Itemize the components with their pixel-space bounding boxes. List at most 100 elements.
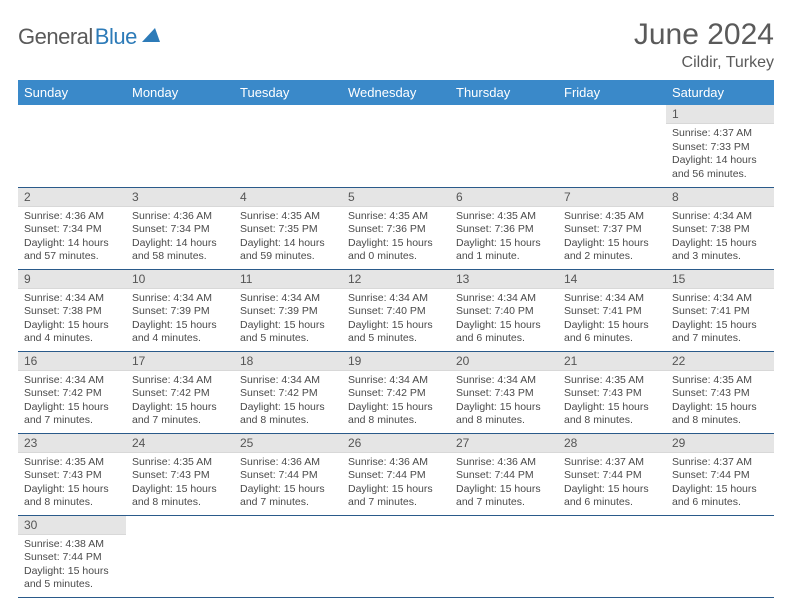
day-number: 4 <box>234 188 342 207</box>
day-number: 22 <box>666 352 774 371</box>
daylight-line: Daylight: 14 hours and 56 minutes. <box>672 154 768 181</box>
sunset-line: Sunset: 7:39 PM <box>240 305 336 319</box>
calendar-cell: 26Sunrise: 4:36 AMSunset: 7:44 PMDayligh… <box>342 433 450 515</box>
day-number: 21 <box>558 352 666 371</box>
calendar-cell-empty <box>126 105 234 187</box>
day-body: Sunrise: 4:35 AMSunset: 7:36 PMDaylight:… <box>450 207 558 269</box>
month-title: June 2024 <box>634 18 774 52</box>
daylight-line: Daylight: 15 hours and 8 minutes. <box>348 401 444 428</box>
calendar-cell: 6Sunrise: 4:35 AMSunset: 7:36 PMDaylight… <box>450 187 558 269</box>
daylight-line: Daylight: 15 hours and 7 minutes. <box>348 483 444 510</box>
location: Cildir, Turkey <box>634 54 774 72</box>
day-body: Sunrise: 4:34 AMSunset: 7:40 PMDaylight:… <box>342 289 450 351</box>
day-body: Sunrise: 4:38 AMSunset: 7:44 PMDaylight:… <box>18 535 126 597</box>
daylight-line: Daylight: 15 hours and 5 minutes. <box>24 565 120 592</box>
day-body: Sunrise: 4:37 AMSunset: 7:33 PMDaylight:… <box>666 124 774 186</box>
daylight-line: Daylight: 15 hours and 6 minutes. <box>456 319 552 346</box>
calendar-cell: 11Sunrise: 4:34 AMSunset: 7:39 PMDayligh… <box>234 269 342 351</box>
day-header: Monday <box>126 80 234 105</box>
calendar-cell-empty <box>234 105 342 187</box>
calendar-cell: 21Sunrise: 4:35 AMSunset: 7:43 PMDayligh… <box>558 351 666 433</box>
day-number: 28 <box>558 434 666 453</box>
day-body: Sunrise: 4:35 AMSunset: 7:36 PMDaylight:… <box>342 207 450 269</box>
calendar-cell: 19Sunrise: 4:34 AMSunset: 7:42 PMDayligh… <box>342 351 450 433</box>
calendar-cell: 23Sunrise: 4:35 AMSunset: 7:43 PMDayligh… <box>18 433 126 515</box>
calendar-cell: 7Sunrise: 4:35 AMSunset: 7:37 PMDaylight… <box>558 187 666 269</box>
daylight-line: Daylight: 15 hours and 6 minutes. <box>672 483 768 510</box>
sunrise-line: Sunrise: 4:34 AM <box>132 292 228 306</box>
sunset-line: Sunset: 7:44 PM <box>240 469 336 483</box>
calendar-cell-empty <box>342 515 450 597</box>
day-body: Sunrise: 4:34 AMSunset: 7:42 PMDaylight:… <box>126 371 234 433</box>
sunrise-line: Sunrise: 4:38 AM <box>24 538 120 552</box>
daylight-line: Daylight: 15 hours and 3 minutes. <box>672 237 768 264</box>
day-number: 25 <box>234 434 342 453</box>
day-number: 18 <box>234 352 342 371</box>
sunrise-line: Sunrise: 4:34 AM <box>132 374 228 388</box>
day-body: Sunrise: 4:35 AMSunset: 7:43 PMDaylight:… <box>126 453 234 515</box>
sunrise-line: Sunrise: 4:35 AM <box>672 374 768 388</box>
logo-text-general: General <box>18 24 93 50</box>
sunrise-line: Sunrise: 4:35 AM <box>24 456 120 470</box>
calendar-cell-empty <box>558 105 666 187</box>
daylight-line: Daylight: 15 hours and 7 minutes. <box>132 401 228 428</box>
calendar-cell: 8Sunrise: 4:34 AMSunset: 7:38 PMDaylight… <box>666 187 774 269</box>
day-header: Wednesday <box>342 80 450 105</box>
daylight-line: Daylight: 15 hours and 5 minutes. <box>348 319 444 346</box>
daylight-line: Daylight: 15 hours and 7 minutes. <box>24 401 120 428</box>
day-body: Sunrise: 4:34 AMSunset: 7:41 PMDaylight:… <box>666 289 774 351</box>
day-number: 3 <box>126 188 234 207</box>
calendar-cell: 18Sunrise: 4:34 AMSunset: 7:42 PMDayligh… <box>234 351 342 433</box>
sunset-line: Sunset: 7:41 PM <box>672 305 768 319</box>
day-body: Sunrise: 4:34 AMSunset: 7:42 PMDaylight:… <box>234 371 342 433</box>
logo-text-blue: Blue <box>95 24 137 49</box>
sunset-line: Sunset: 7:34 PM <box>132 223 228 237</box>
day-number: 9 <box>18 270 126 289</box>
day-header: Thursday <box>450 80 558 105</box>
day-number: 29 <box>666 434 774 453</box>
sunrise-line: Sunrise: 4:35 AM <box>564 210 660 224</box>
day-body: Sunrise: 4:34 AMSunset: 7:38 PMDaylight:… <box>666 207 774 269</box>
daylight-line: Daylight: 14 hours and 59 minutes. <box>240 237 336 264</box>
logo: General Blue <box>18 24 160 50</box>
sunset-line: Sunset: 7:38 PM <box>672 223 768 237</box>
day-number: 5 <box>342 188 450 207</box>
sunset-line: Sunset: 7:44 PM <box>348 469 444 483</box>
daylight-line: Daylight: 15 hours and 4 minutes. <box>24 319 120 346</box>
sunset-line: Sunset: 7:42 PM <box>132 387 228 401</box>
day-body: Sunrise: 4:34 AMSunset: 7:38 PMDaylight:… <box>18 289 126 351</box>
day-body: Sunrise: 4:35 AMSunset: 7:35 PMDaylight:… <box>234 207 342 269</box>
calendar-row: 30Sunrise: 4:38 AMSunset: 7:44 PMDayligh… <box>18 515 774 597</box>
day-header: Saturday <box>666 80 774 105</box>
daylight-line: Daylight: 15 hours and 4 minutes. <box>132 319 228 346</box>
sunset-line: Sunset: 7:42 PM <box>348 387 444 401</box>
sunset-line: Sunset: 7:43 PM <box>24 469 120 483</box>
calendar-cell-empty <box>450 105 558 187</box>
calendar-cell: 5Sunrise: 4:35 AMSunset: 7:36 PMDaylight… <box>342 187 450 269</box>
calendar-cell: 2Sunrise: 4:36 AMSunset: 7:34 PMDaylight… <box>18 187 126 269</box>
calendar-head: SundayMondayTuesdayWednesdayThursdayFrid… <box>18 80 774 105</box>
calendar-cell: 4Sunrise: 4:35 AMSunset: 7:35 PMDaylight… <box>234 187 342 269</box>
daylight-line: Daylight: 15 hours and 0 minutes. <box>348 237 444 264</box>
day-body: Sunrise: 4:35 AMSunset: 7:37 PMDaylight:… <box>558 207 666 269</box>
day-number: 12 <box>342 270 450 289</box>
calendar-cell: 30Sunrise: 4:38 AMSunset: 7:44 PMDayligh… <box>18 515 126 597</box>
day-body: Sunrise: 4:34 AMSunset: 7:42 PMDaylight:… <box>342 371 450 433</box>
sunset-line: Sunset: 7:37 PM <box>564 223 660 237</box>
sunset-line: Sunset: 7:43 PM <box>672 387 768 401</box>
calendar-body: 1Sunrise: 4:37 AMSunset: 7:33 PMDaylight… <box>18 105 774 597</box>
daylight-line: Daylight: 15 hours and 8 minutes. <box>24 483 120 510</box>
daylight-line: Daylight: 15 hours and 6 minutes. <box>564 319 660 346</box>
calendar-row: 9Sunrise: 4:34 AMSunset: 7:38 PMDaylight… <box>18 269 774 351</box>
sunset-line: Sunset: 7:44 PM <box>24 551 120 565</box>
calendar-cell: 13Sunrise: 4:34 AMSunset: 7:40 PMDayligh… <box>450 269 558 351</box>
daylight-line: Daylight: 15 hours and 8 minutes. <box>132 483 228 510</box>
daylight-line: Daylight: 15 hours and 6 minutes. <box>564 483 660 510</box>
day-body: Sunrise: 4:37 AMSunset: 7:44 PMDaylight:… <box>558 453 666 515</box>
sunrise-line: Sunrise: 4:35 AM <box>132 456 228 470</box>
sunset-line: Sunset: 7:43 PM <box>132 469 228 483</box>
sunrise-line: Sunrise: 4:36 AM <box>132 210 228 224</box>
sunrise-line: Sunrise: 4:36 AM <box>240 456 336 470</box>
day-body: Sunrise: 4:34 AMSunset: 7:40 PMDaylight:… <box>450 289 558 351</box>
day-number: 17 <box>126 352 234 371</box>
